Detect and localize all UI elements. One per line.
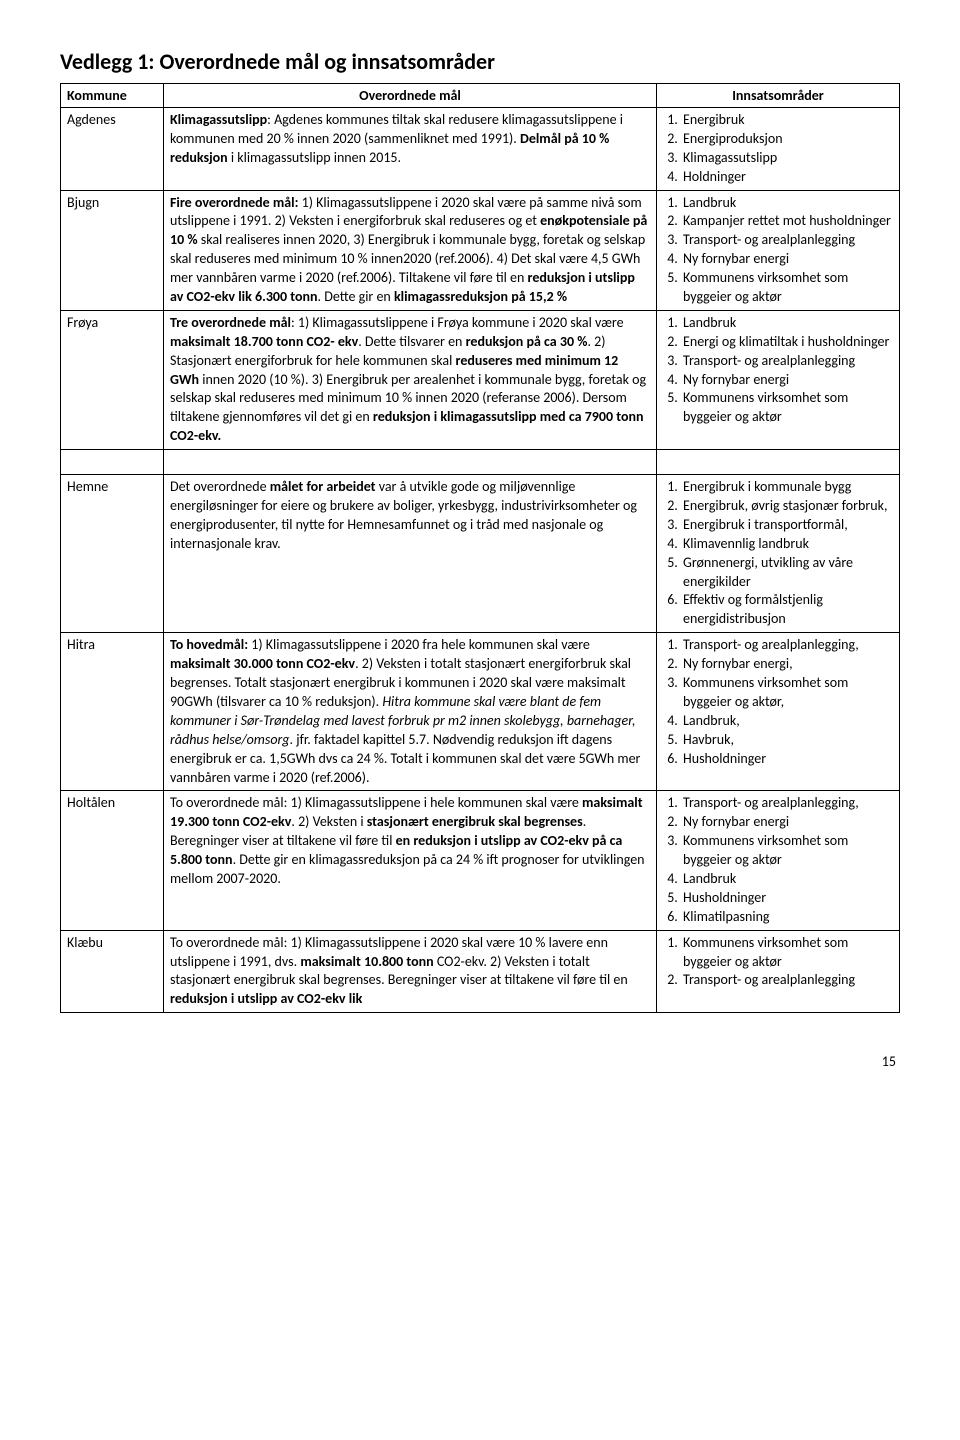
innsats-list: EnergibrukEnergiproduksjonKlimagassutsli… bbox=[663, 111, 893, 187]
cell-innsats: Energibruk i kommunale byggEnergibruk, ø… bbox=[657, 475, 900, 633]
cell-mal: To overordnede mål: 1) Klimagassutslippe… bbox=[164, 791, 657, 930]
cell-mal: Tre overordnede mål: 1) Klimagassutslipp… bbox=[164, 310, 657, 449]
cell-innsats: LandbrukEnergi og klimatiltak i husholdn… bbox=[657, 310, 900, 449]
innsats-item: Klimatilpasning bbox=[681, 908, 893, 927]
cell-innsats: EnergibrukEnergiproduksjonKlimagassutsli… bbox=[657, 108, 900, 191]
innsats-item: Landbruk bbox=[681, 194, 893, 213]
table-row: HitraTo hovedmål: 1) Klimagassutslippene… bbox=[61, 633, 900, 791]
cell-kommune: Agdenes bbox=[61, 108, 164, 191]
innsats-item: Landbruk bbox=[681, 314, 893, 333]
cell-mal: To hovedmål: 1) Klimagassutslippene i 20… bbox=[164, 633, 657, 791]
innsats-item: Transport- og arealplanlegging bbox=[681, 352, 893, 371]
innsats-list: Kommunens virksomhet som byggeier og akt… bbox=[663, 934, 893, 991]
innsats-list: Transport- og arealplanlegging,Ny fornyb… bbox=[663, 636, 893, 768]
goals-table: Kommune Overordnede mål Innsatsområder A… bbox=[60, 83, 900, 1013]
table-row: HoltålenTo overordnede mål: 1) Klimagass… bbox=[61, 791, 900, 930]
innsats-item: Transport- og arealplanlegging bbox=[681, 231, 893, 250]
innsats-item: Landbruk, bbox=[681, 712, 893, 731]
innsats-item: Kommunens virksomhet som byggeier og akt… bbox=[681, 269, 893, 307]
innsats-item: Ny fornybar energi bbox=[681, 250, 893, 269]
innsats-item: Energibruk, øvrig stasjonær forbruk, bbox=[681, 497, 893, 516]
innsats-item: Energibruk bbox=[681, 111, 893, 130]
innsats-item: Transport- og arealplanlegging bbox=[681, 971, 893, 990]
table-row: KlæbuTo overordnede mål: 1) Klimagassuts… bbox=[61, 930, 900, 1013]
table-row: FrøyaTre overordnede mål: 1) Klimagassut… bbox=[61, 310, 900, 449]
innsats-item: Kommunens virksomhet som byggeier og akt… bbox=[681, 674, 893, 712]
innsats-item: Holdninger bbox=[681, 168, 893, 187]
innsats-list: Energibruk i kommunale byggEnergibruk, ø… bbox=[663, 478, 893, 629]
table-row: HemneDet overordnede målet for arbeidet … bbox=[61, 475, 900, 633]
cell-kommune: Frøya bbox=[61, 310, 164, 449]
innsats-item: Ny fornybar energi bbox=[681, 813, 893, 832]
innsats-item: Klimavennlig landbruk bbox=[681, 535, 893, 554]
cell-innsats: Kommunens virksomhet som byggeier og akt… bbox=[657, 930, 900, 1013]
innsats-item: Husholdninger bbox=[681, 889, 893, 908]
cell-kommune: Holtålen bbox=[61, 791, 164, 930]
cell-kommune: Klæbu bbox=[61, 930, 164, 1013]
innsats-item: Transport- og arealplanlegging, bbox=[681, 636, 893, 655]
table-header-row: Kommune Overordnede mål Innsatsområder bbox=[61, 84, 900, 108]
cell-mal: Klimagassutslipp: Agdenes kommunes tilta… bbox=[164, 108, 657, 191]
innsats-item: Landbruk bbox=[681, 870, 893, 889]
innsats-item: Energibruk i transportformål, bbox=[681, 516, 893, 535]
innsats-item: Ny fornybar energi bbox=[681, 371, 893, 390]
innsats-item: Grønnenergi, utvikling av våre energikil… bbox=[681, 554, 893, 592]
innsats-list: LandbrukEnergi og klimatiltak i husholdn… bbox=[663, 314, 893, 427]
innsats-item: Kommunens virksomhet som byggeier og akt… bbox=[681, 934, 893, 972]
innsats-item: Klimagassutslipp bbox=[681, 149, 893, 168]
cell-innsats: Transport- og arealplanlegging,Ny fornyb… bbox=[657, 633, 900, 791]
col-innsats: Innsatsområder bbox=[657, 84, 900, 108]
innsats-list: LandbrukKampanjer rettet mot husholdning… bbox=[663, 194, 893, 307]
innsats-item: Havbruk, bbox=[681, 731, 893, 750]
cell-mal: Fire overordnede mål: 1) Klimagassutslip… bbox=[164, 190, 657, 310]
page-title: Vedlegg 1: Overordnede mål og innsatsomr… bbox=[60, 48, 900, 75]
innsats-item: Energiproduksjon bbox=[681, 130, 893, 149]
innsats-item: Kommunens virksomhet som byggeier og akt… bbox=[681, 389, 893, 427]
col-mal: Overordnede mål bbox=[164, 84, 657, 108]
innsats-item: Husholdninger bbox=[681, 750, 893, 769]
cell-innsats: Transport- og arealplanlegging,Ny fornyb… bbox=[657, 791, 900, 930]
cell-innsats: LandbrukKampanjer rettet mot husholdning… bbox=[657, 190, 900, 310]
innsats-item: Kommunens virksomhet som byggeier og akt… bbox=[681, 832, 893, 870]
innsats-item: Energibruk i kommunale bygg bbox=[681, 478, 893, 497]
innsats-item: Energi og klimatiltak i husholdninger bbox=[681, 333, 893, 352]
cell-kommune: Hemne bbox=[61, 475, 164, 633]
innsats-item: Kampanjer rettet mot husholdninger bbox=[681, 212, 893, 231]
innsats-item: Transport- og arealplanlegging, bbox=[681, 794, 893, 813]
cell-kommune: Bjugn bbox=[61, 190, 164, 310]
cell-kommune: Hitra bbox=[61, 633, 164, 791]
table-row: BjugnFire overordnede mål: 1) Klimagassu… bbox=[61, 190, 900, 310]
innsats-list: Transport- og arealplanlegging,Ny fornyb… bbox=[663, 794, 893, 926]
cell-mal: Det overordnede målet for arbeidet var å… bbox=[164, 475, 657, 633]
innsats-item: Ny fornybar energi, bbox=[681, 655, 893, 674]
table-gap-row bbox=[61, 450, 900, 475]
page-number: 15 bbox=[60, 1053, 900, 1070]
table-row: AgdenesKlimagassutslipp: Agdenes kommune… bbox=[61, 108, 900, 191]
col-kommune: Kommune bbox=[61, 84, 164, 108]
innsats-item: Effektiv og formålstjenlig energidistrib… bbox=[681, 591, 893, 629]
cell-mal: To overordnede mål: 1) Klimagassutslippe… bbox=[164, 930, 657, 1013]
